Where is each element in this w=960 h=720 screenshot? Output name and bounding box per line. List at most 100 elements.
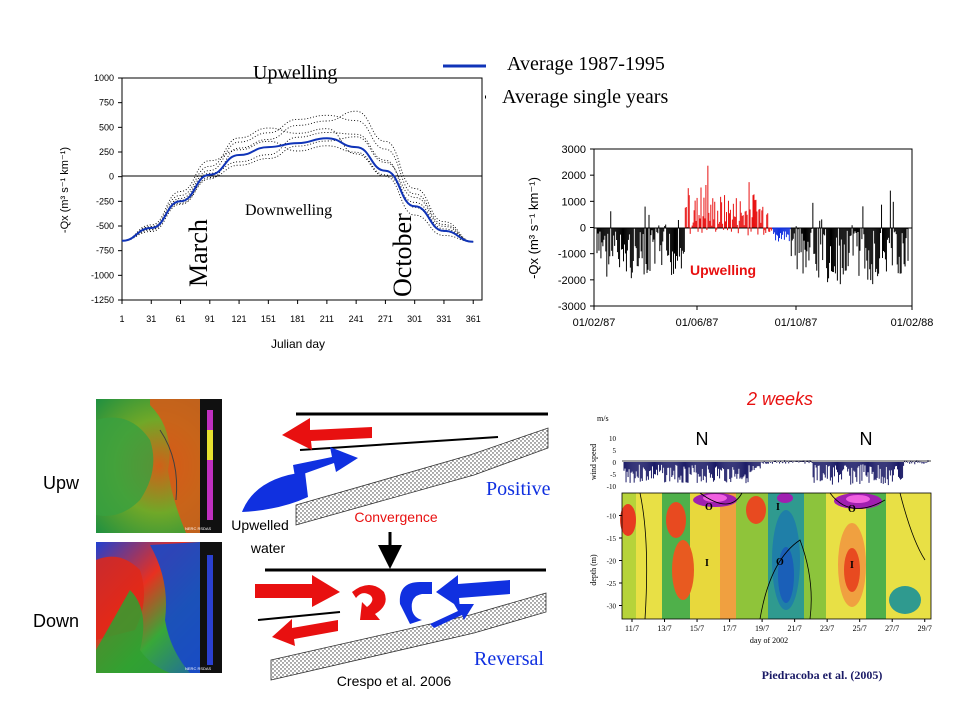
wind-ylabel: wind speed	[589, 444, 598, 480]
chart2-ytick-label: 1000	[562, 196, 586, 208]
chart3-xtick-label: 21/7	[788, 624, 802, 633]
chart1-ytick-label: 500	[99, 122, 114, 132]
n-label-1: N	[696, 429, 709, 449]
downwelling-satellite-image: NERC RSDAS	[96, 542, 222, 673]
chart1-xtick-label: 31	[146, 314, 156, 324]
chart3-xtick-label: 29/7	[918, 624, 932, 633]
chart3-xtick-label: 13/7	[657, 624, 671, 633]
chart3-wind-ytick-label: -5	[610, 471, 616, 479]
chart3-depth-ytick-label: -30	[607, 603, 617, 611]
down-label: Down	[33, 611, 79, 631]
chart3-xtick-label: 25/7	[853, 624, 867, 633]
chart2-ytick-label: 2000	[562, 170, 586, 182]
chart3-xticks: 11/7 13/7 15/7 17/7 19/7 21/7 23/7 25/7 27/7 29/7	[625, 619, 932, 633]
chart1-xtick-label: 61	[176, 314, 186, 324]
chart1-xtick-label: 181	[290, 314, 305, 324]
chart1-ytick-label: -750	[96, 246, 114, 256]
lower-interface-line	[257, 611, 341, 621]
upwelled-label-2: water	[250, 540, 286, 556]
chart3-xtick-label: 17/7	[722, 624, 736, 633]
region-label-i3: I	[850, 560, 854, 571]
piedracoba-citation: Piedracoba et al. (2005)	[762, 668, 883, 682]
chart1-single-year-line	[121, 127, 474, 243]
chart2-ytick-label: -3000	[558, 301, 586, 313]
chart2-xtick-label: 01/10/87	[775, 317, 818, 329]
lower-shelf	[270, 592, 547, 681]
chart3-wind-ytick-label: -10	[607, 483, 617, 491]
upper-red-arrow	[282, 418, 372, 450]
circulation-schematic: Positive Upwelled water Convergence Reve…	[231, 412, 551, 689]
chart2-ytick-label: 0	[580, 223, 586, 235]
chart2-xtick-label: 01/06/87	[676, 317, 719, 329]
chart1-ytick-label: 750	[99, 98, 114, 108]
upper-interface-line	[299, 436, 499, 451]
region-label-i1: I	[776, 502, 780, 513]
lower-blue-arrow-left	[436, 575, 510, 608]
chart3-xtick-label: 27/7	[885, 624, 899, 633]
chart1-ytick-label: -500	[96, 221, 114, 231]
chart1-xticks: 1 31 61 91 121 151 181 211 241 271 301 331 361	[119, 300, 481, 324]
chart1-ylabel: -Qx (m³ s⁻¹ km⁻¹)	[59, 147, 71, 233]
chart1-xlabel: Julian day	[271, 337, 325, 351]
convergence-label: Convergence	[354, 509, 437, 525]
chart3: 2 weeks N N m/s wind speed 10 5 0 -5 -10	[589, 389, 932, 682]
chart1-single-year-line	[121, 132, 474, 243]
chart3-depth-ytick-label: -25	[607, 580, 617, 588]
chart1-xtick-label: 361	[466, 314, 481, 324]
chart2-xticks: 01/02/87 01/06/87 01/10/87 01/02/88	[573, 306, 933, 329]
reversal-label: Reversal	[474, 648, 544, 670]
chart1-single-year-line	[121, 136, 474, 243]
depth-ylabel: depth (m)	[589, 554, 598, 586]
upper-shelf	[295, 427, 549, 526]
chart1-ytick-label: -1250	[91, 295, 114, 305]
chart1-ytick-label: -250	[96, 196, 114, 206]
chart3-wind-ytick-label: 10	[609, 435, 617, 443]
satellite-images: NERC RSDAS NERC RSDAS Upw Down	[33, 399, 222, 673]
chart3-xlabel: day of 2002	[750, 636, 788, 645]
chart3-depth-ytick-label: -10	[607, 513, 617, 521]
chart3-xtick-label: 11/7	[625, 624, 639, 633]
chart3-xtick-label: 23/7	[820, 624, 834, 633]
lower-blue-arrow-up	[430, 604, 474, 628]
positive-label: Positive	[486, 478, 551, 500]
chart1-upwelling-label: Upwelling	[253, 62, 337, 84]
region-label-o1: O	[705, 502, 713, 513]
chart1-single-year-line	[121, 140, 474, 243]
chart1-xtick-label: 331	[436, 314, 451, 324]
chart1-ytick-label: 1000	[94, 73, 114, 83]
chart1-average-line	[121, 137, 474, 243]
chart3-depth-ytick-label: -15	[607, 535, 617, 543]
chart1-xtick-label: 241	[349, 314, 364, 324]
crespo-citation: Crespo et al. 2006	[337, 673, 452, 689]
chart2-yticks: 3000 2000 1000 0 -1000 -2000 -3000	[558, 144, 594, 313]
chart3-wind-ytick-label: 5	[613, 447, 617, 455]
upw-label: Upw	[43, 473, 80, 493]
chart1-ytick-label: -1000	[91, 270, 114, 280]
chart1-march-label: March	[184, 219, 213, 287]
lower-blue-curl	[399, 582, 432, 624]
region-label-o3: O	[776, 557, 784, 568]
upwelled-label-1: Upwelled	[231, 517, 289, 533]
lower-red-arrow-right	[255, 575, 340, 607]
down-watermark: NERC RSDAS	[185, 666, 212, 671]
upw-watermark: NERC RSDAS	[185, 526, 212, 531]
chart1-xtick-label: 271	[378, 314, 393, 324]
chart1-xtick-label: 121	[232, 314, 247, 324]
chart1-single-year-lines	[121, 110, 474, 243]
chart2-ylabel: -Qx (m³ s⁻¹ km⁻¹)	[526, 177, 541, 279]
chart1-ytick-label: 250	[99, 147, 114, 157]
region-label-o2: O	[848, 504, 856, 515]
chart2-bars	[596, 165, 909, 285]
upper-blue-arrow	[293, 447, 358, 477]
chart1-downwelling-label: Downwelling	[245, 202, 332, 219]
unit-label: m/s	[597, 414, 609, 423]
chart3-xtick-label: 19/7	[755, 624, 769, 633]
two-weeks-label: 2 weeks	[746, 389, 813, 409]
region-label-i2: I	[705, 558, 709, 569]
chart2-upwelling-label: Upwelling	[690, 262, 756, 278]
chart3-wind-bars	[623, 460, 929, 486]
chart2-ytick-label: -1000	[558, 249, 586, 261]
chart3-wind-yticks: 10 5 0 -5 -10	[607, 435, 617, 491]
chart1-yticks: 1000 750 500 250 0 -250 -500 -750 -1000 -1250	[91, 73, 122, 305]
